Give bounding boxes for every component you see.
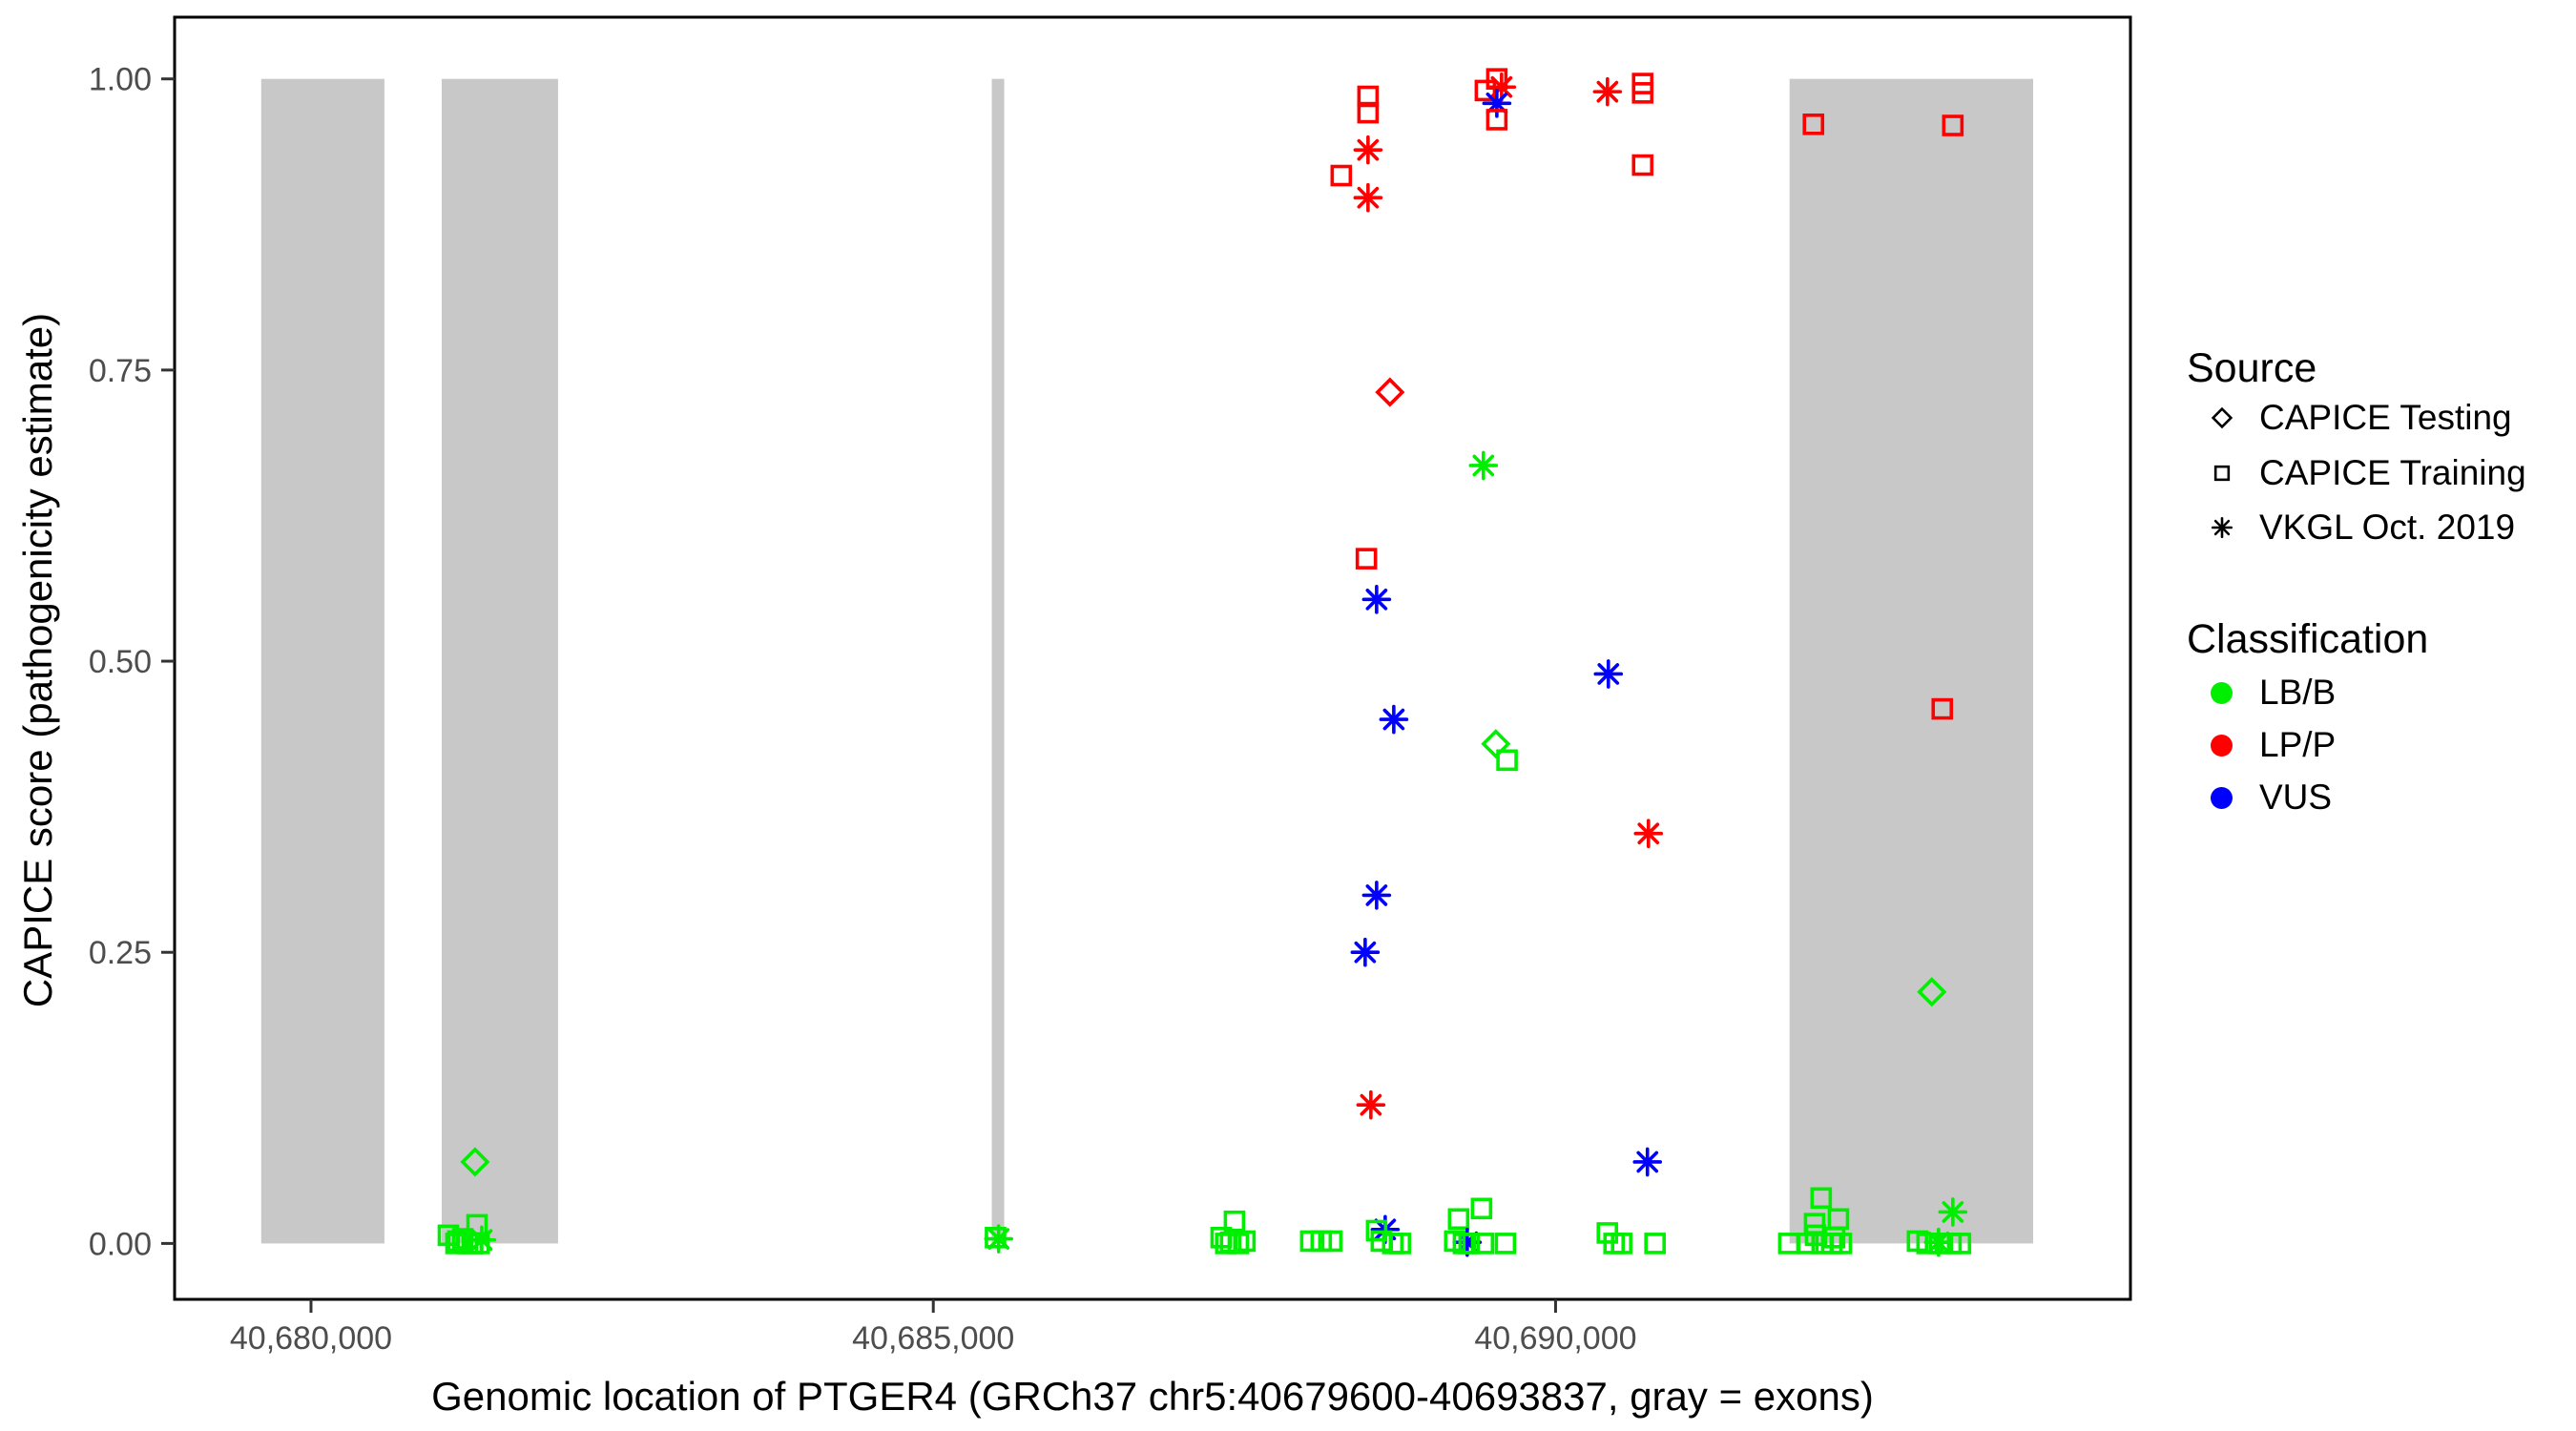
square-marker [1802, 114, 1825, 135]
legend-classification-title: Classification [2187, 616, 2429, 662]
exon-region [441, 78, 558, 1244]
square-marker [1777, 1233, 1800, 1255]
asterisk-marker [984, 1224, 1014, 1254]
square-marker [451, 1228, 474, 1250]
square-marker [1485, 109, 1508, 131]
y-axis-title: CAPICE score (pathogenicity estimate) [15, 312, 60, 1008]
square-marker [467, 1233, 490, 1255]
square-marker [1610, 1233, 1633, 1255]
x-axis-title: Genomic location of PTGER4 (GRCh37 chr5:… [431, 1374, 1874, 1419]
asterisk-marker [1356, 1089, 1386, 1120]
y-axis-tick-label: 1.00 [89, 62, 152, 98]
asterisk-marker [1938, 1197, 1968, 1227]
square-marker [1931, 697, 1954, 720]
square-marker [1330, 164, 1353, 187]
asterisk-marker [2211, 516, 2233, 539]
legend-item-label: LP/P [2259, 725, 2337, 764]
legend-item-capice-testing: CAPICE Testing [2200, 396, 2512, 440]
asterisk-marker [1593, 659, 1624, 689]
x-axis-tick-label: 40,690,000 [1474, 1320, 1636, 1357]
y-axis-tick-label: 0.00 [89, 1226, 152, 1262]
square-marker [1472, 1233, 1495, 1255]
asterisk-marker [1379, 704, 1409, 735]
y-axis-tick-label: 0.25 [89, 935, 152, 971]
diamond-icon [2211, 406, 2233, 429]
square-icon [2213, 465, 2231, 482]
asterisk-marker [1468, 450, 1499, 481]
square-marker [1357, 85, 1380, 108]
square-marker [1452, 1233, 1475, 1255]
exon-region [991, 78, 1005, 1244]
exon-region [260, 78, 384, 1244]
asterisk-marker [1592, 76, 1623, 107]
blue-dot-icon [2211, 786, 2233, 809]
square-marker [1227, 1233, 1250, 1255]
legend-item-label: CAPICE Testing [2259, 398, 2512, 437]
legend-item-label: VKGL Oct. 2019 [2259, 508, 2516, 547]
asterisk-marker [1353, 135, 1383, 165]
legend-item-vus: VUS [2200, 776, 2332, 819]
x-axis-tick-label: 40,685,000 [852, 1320, 1014, 1357]
square-marker [1810, 1187, 1833, 1210]
asterisk-marker [1353, 182, 1383, 213]
x-axis-tick-label: 40,680,000 [230, 1320, 392, 1357]
y-axis-tick-label: 0.75 [89, 353, 152, 389]
legend-item-vkgl: VKGL Oct. 2019 [2200, 506, 2515, 550]
asterisk-marker [1361, 585, 1392, 614]
square-marker [1357, 101, 1380, 124]
asterisk-marker [1633, 819, 1664, 849]
legend-item-label: CAPICE Training [2259, 453, 2526, 492]
square-marker [1644, 1233, 1666, 1255]
red-dot-icon [2211, 734, 2233, 757]
diamond-marker [2211, 406, 2233, 429]
legend-item-label: LB/B [2259, 673, 2337, 712]
square-marker [445, 1233, 467, 1255]
y-axis-tick-label: 0.50 [89, 644, 152, 680]
asterisk-marker [1361, 881, 1392, 910]
exon-region [1789, 78, 2033, 1244]
square-marker [1474, 79, 1497, 102]
legend-item-capice-training: CAPICE Training [2200, 451, 2526, 495]
square-marker [1830, 1233, 1853, 1255]
green-dot-icon [2211, 681, 2233, 704]
legend-source-title: Source [2187, 345, 2317, 391]
square-marker [1355, 548, 1378, 570]
square-marker [1494, 1233, 1517, 1255]
diamond-marker [1481, 729, 1511, 759]
asterisk-marker [1486, 72, 1517, 102]
asterisk-marker [1350, 937, 1381, 967]
plot-panel-border [173, 15, 2132, 1301]
diamond-marker [460, 1147, 490, 1177]
legend-item-lpp: LP/P [2200, 723, 2336, 767]
square-marker [1447, 1208, 1470, 1231]
square-marker [1823, 1227, 1846, 1249]
square-marker [1215, 1233, 1237, 1255]
square-marker [1496, 749, 1518, 772]
square-marker [1631, 82, 1654, 104]
asterisk-marker [1632, 1147, 1663, 1177]
square-marker [1942, 114, 1964, 136]
legend-item-lbb: LB/B [2200, 671, 2336, 715]
square-marker [1320, 1230, 1343, 1253]
asterisk-icon [2211, 516, 2233, 539]
diamond-marker [1917, 977, 1947, 1007]
diamond-marker [1375, 377, 1405, 407]
legend-item-label: VUS [2259, 778, 2333, 817]
square-marker [1631, 154, 1654, 176]
asterisk-marker [1923, 1227, 1954, 1257]
square-marker [2213, 465, 2231, 482]
square-marker [1470, 1197, 1493, 1220]
square-marker [1389, 1233, 1412, 1255]
